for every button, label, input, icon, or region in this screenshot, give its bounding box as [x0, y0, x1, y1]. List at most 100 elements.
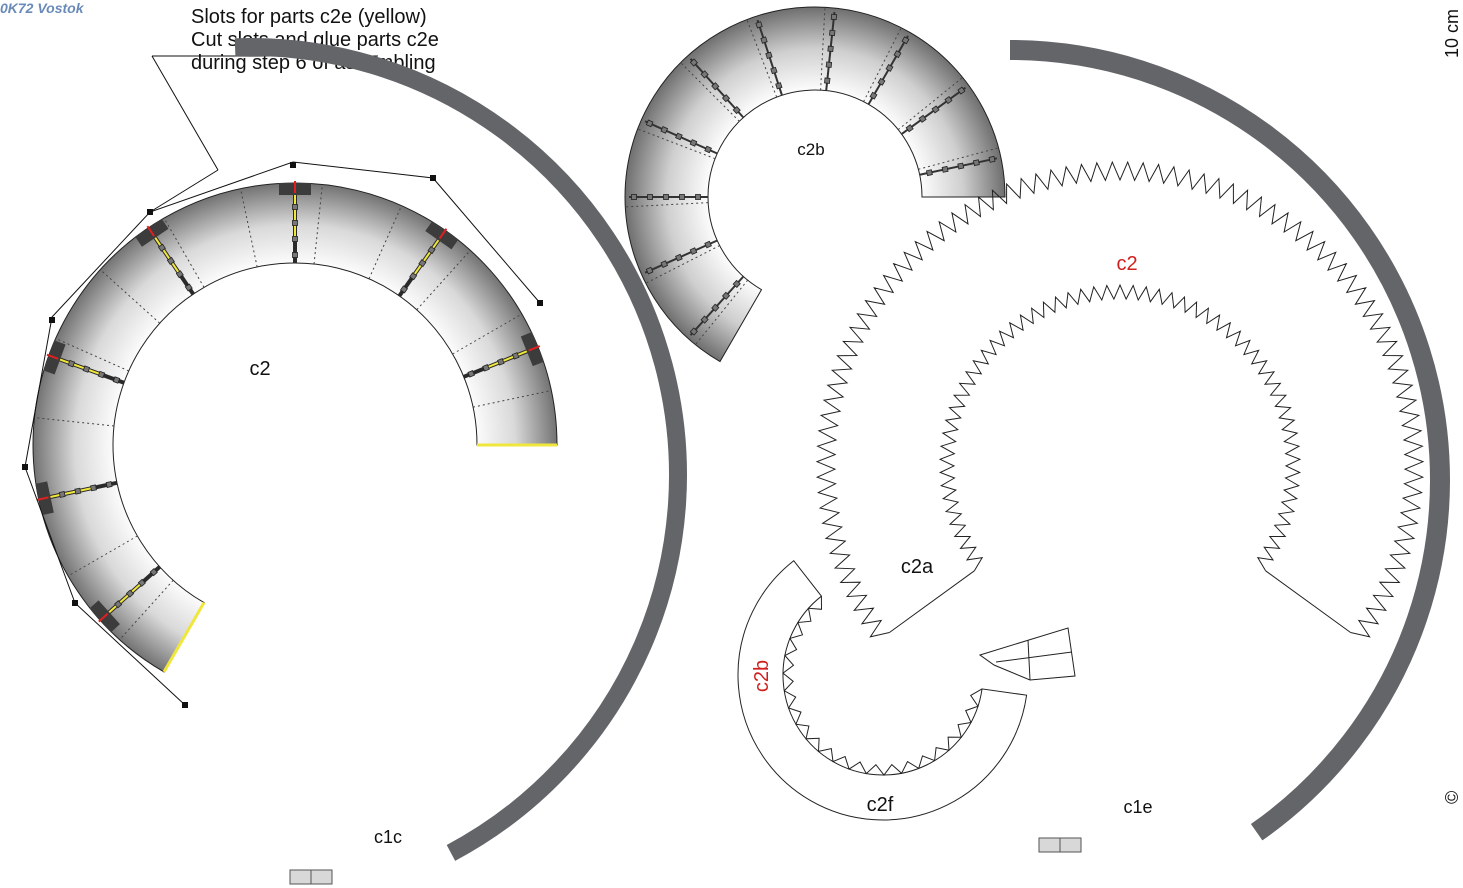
c2-slot-edge — [528, 345, 541, 352]
c2-slot-notch — [292, 220, 298, 226]
c2-slot-notch — [97, 370, 106, 379]
c2-fold-line — [452, 313, 523, 355]
c2b-slot-notch — [931, 105, 940, 114]
c2b-fold-line — [918, 147, 999, 170]
c2b-fold-line — [820, 7, 826, 91]
c2-fold-line — [99, 269, 161, 324]
c2b-fold-line — [625, 202, 709, 208]
c2b-slot-notch — [645, 266, 654, 275]
c2-slot-glue — [102, 582, 142, 619]
band-c1e — [1009, 40, 1450, 841]
c2-slot-notch — [58, 491, 66, 498]
c2b-slot-notch — [689, 58, 698, 67]
label-c2b-outline: c2b — [751, 660, 773, 692]
c2b-slot-notch — [770, 66, 778, 75]
c2-slot-notch — [105, 481, 113, 488]
label-c2a: c2a — [901, 556, 934, 578]
c2-slot-glue — [52, 355, 101, 376]
label-c1c: c1c — [374, 827, 402, 847]
label-c1e: c1e — [1123, 797, 1152, 817]
c2-fold-line — [67, 535, 138, 577]
c2-slot-notch — [409, 272, 418, 281]
c2-fold-line — [472, 390, 552, 408]
c2b-slot-notch — [675, 253, 683, 262]
c2b-ring-body — [624, 6, 1006, 363]
c2b-slot-notch — [732, 105, 741, 115]
c2b-slot-notch — [721, 94, 731, 103]
c2b-fold-line — [746, 19, 778, 98]
c2-slot-edge — [438, 228, 448, 240]
c2f-side-tab — [978, 627, 1076, 681]
c2b-fold-line — [863, 27, 902, 102]
c2b-slot-notch — [721, 291, 731, 300]
c2b-slot-notch — [689, 327, 698, 336]
c2b-slot-notch — [775, 82, 783, 90]
c2b-slot-notch — [957, 86, 966, 95]
c2b-slot-notch — [957, 162, 965, 170]
label-c2-main: c2 — [249, 358, 270, 380]
c2b-slot-notch — [660, 126, 669, 134]
c2b-slot-notch — [679, 194, 685, 200]
c2-slot-notch — [511, 352, 520, 360]
c2b-slot-notch — [647, 194, 653, 200]
c2b-slot-notch — [704, 145, 712, 154]
c2b-slot-notch — [765, 51, 773, 59]
c2b-slot-notch — [711, 82, 720, 91]
c2-slot-notch — [482, 364, 490, 372]
c2-slot-notch — [149, 568, 158, 577]
c2b-slot-notch — [827, 45, 834, 53]
c2b-slot-notch — [825, 61, 833, 68]
c2-slot-notch — [112, 376, 121, 384]
c2-end-edge — [1265, 570, 1351, 633]
c2b-slot-notch — [926, 169, 933, 177]
c2b-fold-line — [645, 245, 720, 284]
c2b-slot-notch — [695, 194, 701, 200]
c2f-tab-fold — [1027, 639, 1031, 681]
c2-slot-notch — [175, 270, 184, 279]
label-c2-outline: c2 — [1116, 253, 1137, 275]
c2-slot-notch — [292, 252, 298, 258]
c2-slot-notch — [399, 285, 409, 294]
c2b-slot-notch — [755, 21, 763, 29]
c2-slot-notch — [125, 589, 135, 598]
c2-slot-notch — [157, 243, 166, 252]
c2-slot-notch — [184, 283, 193, 292]
c2-slot-notch — [418, 259, 427, 268]
c2b-slot-notch — [760, 36, 768, 44]
c2b-slot-notch — [700, 70, 709, 79]
c2b-slot-notch — [829, 29, 836, 37]
tab-markers — [289, 837, 1082, 885]
c2-slot-glue — [412, 233, 444, 277]
label-c2b-shaded: c2b — [797, 140, 824, 159]
c2-fold-line — [34, 417, 115, 427]
c2-fold-line — [313, 184, 323, 265]
c2b-slot-notch — [675, 132, 683, 141]
c2-slot-glue — [42, 487, 93, 500]
c2b-fold-line — [897, 77, 963, 131]
c2b-slot-notch — [711, 303, 720, 312]
c2b-slot-notch — [972, 159, 980, 167]
c2b-slot-notch — [944, 95, 953, 105]
c2-slot-notch — [166, 256, 175, 265]
c2b-slot-notch — [830, 13, 838, 21]
label-c2f: c2f — [867, 794, 894, 816]
c2-slot-edge — [146, 225, 155, 237]
part-c2-shaded-ring — [22, 161, 558, 708]
c2b-slot-notch — [732, 279, 741, 289]
c2-fold-line — [368, 205, 403, 279]
c2b-slot-notch — [885, 64, 894, 72]
c2-slot-glue — [149, 230, 181, 274]
c2-slot-edge — [36, 496, 49, 501]
c2-guide-marker — [49, 317, 55, 323]
c2b-slot-notch — [824, 77, 831, 84]
c2-slot-notch — [497, 358, 505, 366]
part-c2b-shaded-ring — [624, 6, 1006, 363]
c2-guide-marker — [22, 464, 28, 470]
c2b-slot-notch — [700, 315, 709, 324]
c2-guide-outline — [24, 161, 541, 706]
c2b-fold-line — [637, 128, 716, 160]
c2b-fold-line — [680, 62, 740, 122]
c2b-slot-notch — [905, 124, 914, 133]
part-c2-zigzag-outline — [815, 160, 1425, 638]
